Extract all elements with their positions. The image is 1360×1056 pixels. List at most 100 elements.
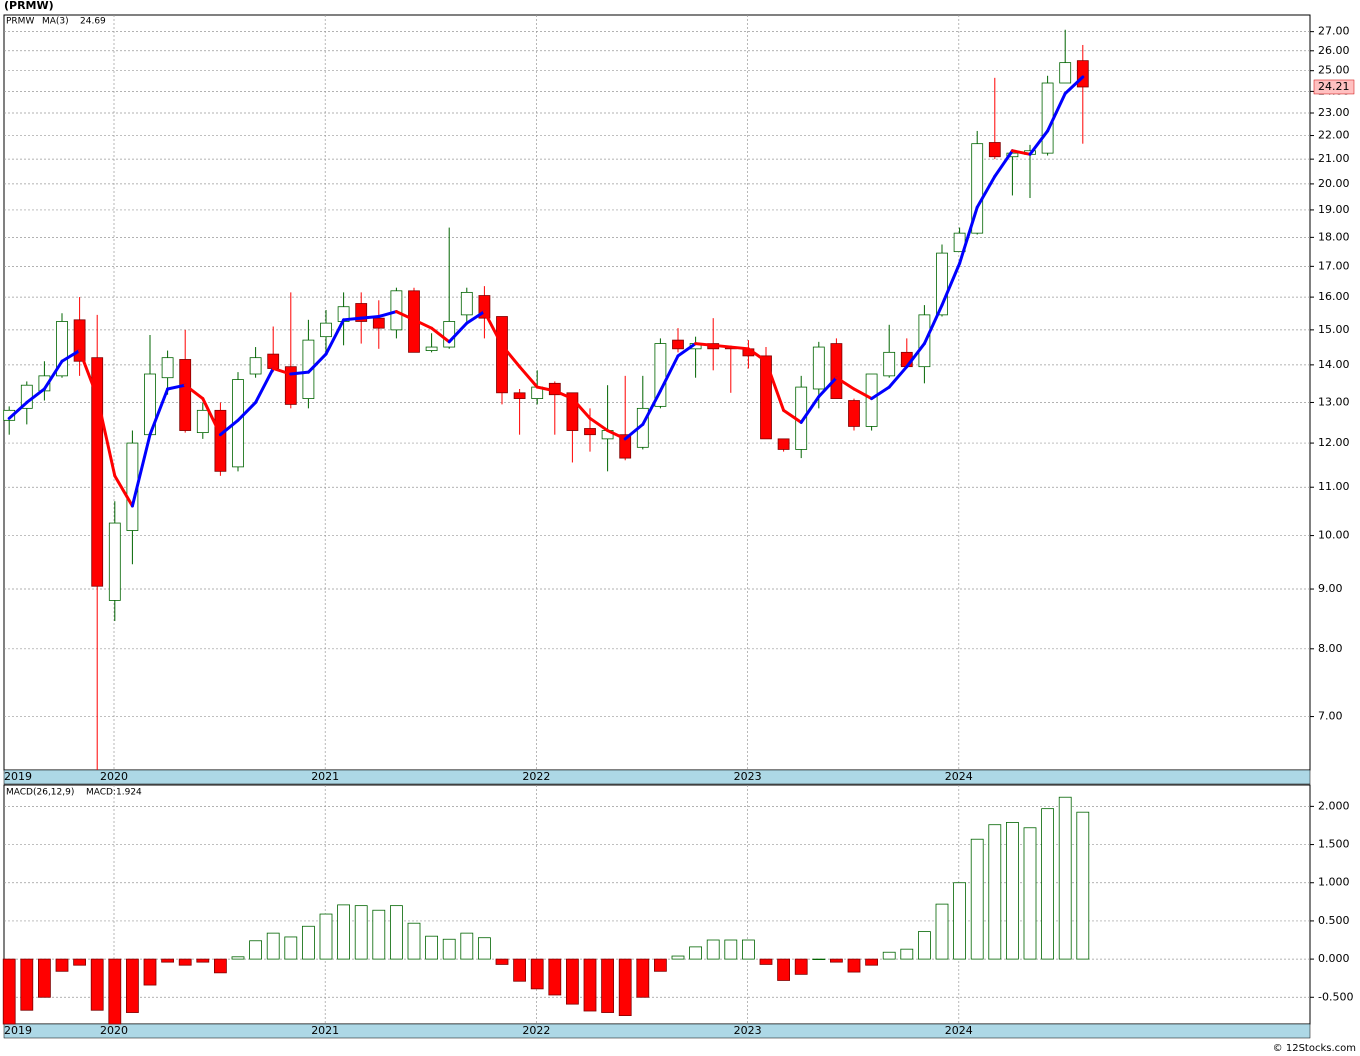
y-tick-label: 16.00 [1318,290,1350,303]
macd-bar [654,958,667,972]
candle-body [1041,82,1054,154]
macd-bar [196,958,210,963]
x-tick-label: 2020 [100,1024,128,1037]
macd-bar [319,913,333,960]
candle-body [936,252,948,316]
candle-body [830,343,843,399]
ma-line [623,422,645,441]
candle-body [566,392,579,431]
macd-bar [671,955,685,960]
candle-body [320,322,332,338]
x-tick-label: 2022 [522,1024,550,1037]
ma-line [25,387,46,404]
candle-body [196,409,209,434]
ma-line [535,385,557,393]
ma-line [746,347,768,363]
macd-bar [337,904,351,960]
y-tick-label: 1.500 [1318,838,1350,851]
macd-bar [55,958,69,972]
macd-bar [442,938,456,960]
y-tick-label: 9.00 [1318,582,1343,595]
y-tick-label: 21.00 [1318,152,1350,165]
macd-bar [1006,822,1019,960]
y-tick-label: 25.00 [1318,64,1350,77]
macd-bar [1058,796,1072,960]
macd-bar [161,958,175,963]
ma-line [166,383,187,391]
ma-line [940,261,962,307]
ma-line [95,395,117,478]
macd-bar [301,925,315,960]
ma-line [570,397,592,420]
ma-line [887,365,909,389]
ma-line [1010,149,1032,156]
macd-bar [970,838,984,960]
ma-line [958,205,979,265]
candle-body [73,319,86,362]
candle-body [91,357,104,587]
ma-line [834,376,856,391]
x-tick-label: 2023 [734,1024,762,1037]
x-tick-label: 2023 [734,770,762,783]
candle-body [654,343,667,407]
ma-line [236,400,258,422]
candle-body [848,400,860,427]
candle-body [1059,62,1072,84]
candle-body [56,321,68,377]
ma-line [183,383,205,401]
y-tick-label: 11.00 [1318,480,1350,493]
candle-body [672,339,684,350]
macd-bar [566,958,579,1005]
candle-body [971,143,984,234]
ma-line [359,315,381,320]
ma-line [1028,129,1050,156]
macd-bar [2,958,16,1025]
ma-line [606,429,627,441]
candle-body [1076,60,1089,88]
macd-bar [830,958,843,963]
ma-line [289,370,310,376]
ma-line [430,326,451,344]
macd-legend: MACD:1.924 [86,788,142,798]
ma-line [377,310,398,319]
ma-line [394,310,416,322]
candle-body [812,346,825,390]
macd-bar [354,905,368,960]
ma-line [799,395,821,424]
ma-line [306,352,328,374]
x-axis-strip [3,769,1311,785]
y-tick-label: 0.500 [1318,914,1350,927]
ma-line [518,365,539,389]
ma-line [218,418,240,437]
x-tick-label: 2020 [100,770,128,783]
macd-bar [601,958,614,1013]
ma-line [1063,75,1085,96]
x-tick-label: 2021 [311,770,339,783]
ma-line [729,345,750,351]
macd-bar [953,882,966,960]
macd-bar [812,958,826,960]
y-tick-label: 1.000 [1318,876,1350,889]
y-tick-label: 17.00 [1318,259,1350,272]
ma-line [254,367,275,404]
ma-line [447,321,469,344]
candle-body [355,303,368,322]
y-tick-label: 7.00 [1318,710,1343,723]
macd-bar [73,958,86,966]
candle-body [760,355,772,440]
macd-bar [231,956,245,960]
footer: © 12Stocks.com [1273,1043,1356,1054]
y-tick-label: 18.00 [1318,230,1350,243]
ma-line [1046,92,1067,133]
y-tick-label: 15.00 [1318,323,1350,336]
macd-bar [918,931,931,960]
ma-line [817,376,838,399]
ma-line [852,387,874,401]
candle-body [372,317,385,329]
macd-bar [1076,811,1090,960]
ma-line [905,342,926,369]
macd-bar [742,939,755,960]
candle-body [619,434,632,459]
